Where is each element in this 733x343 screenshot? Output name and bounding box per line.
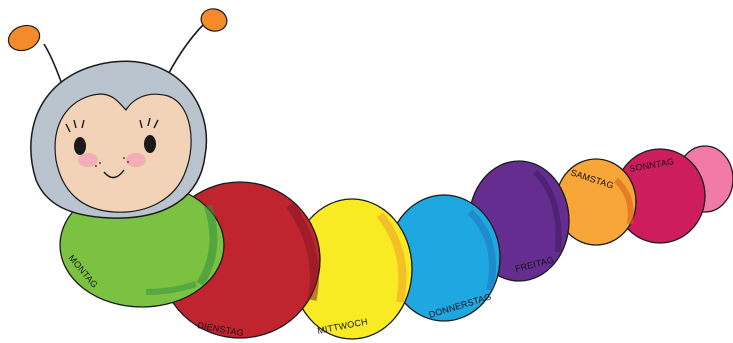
eyes — [65, 117, 159, 155]
left-eye-icon — [74, 137, 86, 155]
segment-samstag: SAMSTAG — [555, 158, 637, 246]
left-antenna-tip-icon — [7, 24, 41, 52]
smile — [103, 169, 125, 179]
segment-mittwoch: MITTWOCH — [291, 198, 413, 340]
right-cheek — [126, 153, 146, 167]
segment-donnerstag: DONNERSTAG — [387, 194, 501, 322]
right-eye-icon — [144, 135, 156, 153]
left-cheek — [78, 153, 98, 167]
face — [54, 93, 192, 213]
right-antenna-tip-icon — [200, 8, 228, 32]
